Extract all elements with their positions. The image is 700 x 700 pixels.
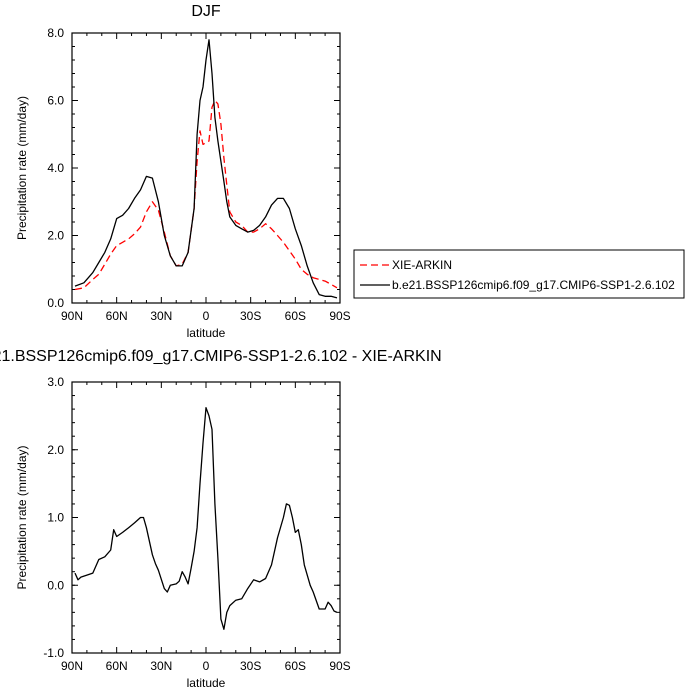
chart-panel-difference: b.e21.BSSP126cmip6.f09_g17.CMIP6-SSP1-2.… bbox=[0, 348, 442, 690]
x-tick-label: 30S bbox=[240, 659, 261, 673]
y-tick-label: -1.0 bbox=[43, 646, 64, 660]
x-tick-label: 30S bbox=[240, 309, 261, 323]
x-tick-label: 30N bbox=[150, 309, 172, 323]
x-tick-label: 0 bbox=[203, 659, 210, 673]
y-tick-label: 4.0 bbox=[47, 161, 64, 175]
y-tick-label: 3.0 bbox=[47, 375, 64, 389]
y-tick-label: 0.0 bbox=[47, 296, 64, 310]
legend-box bbox=[353, 249, 685, 299]
x-tick-label: 90N bbox=[61, 659, 83, 673]
y-axis-label: Precipitation rate (mm/day) bbox=[15, 445, 29, 589]
x-axis-label: latitude bbox=[187, 676, 226, 690]
x-tick-label: 90N bbox=[61, 309, 83, 323]
x-tick-label: 0 bbox=[203, 309, 210, 323]
y-tick-label: 0.0 bbox=[47, 578, 64, 592]
x-tick-label: 30N bbox=[150, 659, 172, 673]
legend-label-0: XIE-ARKIN bbox=[392, 258, 452, 272]
y-axis-label: Precipitation rate (mm/day) bbox=[15, 96, 29, 240]
legend-label-1: b.e21.BSSP126cmip6.f09_g17.CMIP6-SSP1-2.… bbox=[392, 278, 675, 292]
y-tick-label: 2.0 bbox=[47, 443, 64, 457]
y-tick-label: 1.0 bbox=[47, 511, 64, 525]
x-tick-label: 60N bbox=[106, 309, 128, 323]
x-tick-label: 90S bbox=[329, 309, 350, 323]
series-line-0 bbox=[74, 407, 338, 630]
series-line-1 bbox=[74, 39, 338, 299]
x-tick-label: 90S bbox=[329, 659, 350, 673]
plot-frame bbox=[71, 381, 341, 654]
x-tick-label: 60S bbox=[285, 309, 306, 323]
chart-title: b.e21.BSSP126cmip6.f09_g17.CMIP6-SSP1-2.… bbox=[0, 348, 442, 365]
chart-title: DJF bbox=[191, 3, 221, 20]
plot-frame bbox=[71, 32, 341, 304]
series-line-0 bbox=[74, 99, 338, 291]
x-tick-label: 60N bbox=[106, 659, 128, 673]
x-tick-label: 60S bbox=[285, 659, 306, 673]
chart-panel-djf: DJF 90N 60N 30N 0 30S 60S 90S 0.0 2.0 4.0 6.0 8.0 lat… bbox=[15, 3, 685, 340]
x-axis-label: latitude bbox=[187, 326, 226, 340]
y-tick-label: 2.0 bbox=[47, 229, 64, 243]
y-tick-label: 8.0 bbox=[47, 26, 64, 40]
y-tick-label: 6.0 bbox=[47, 94, 64, 108]
